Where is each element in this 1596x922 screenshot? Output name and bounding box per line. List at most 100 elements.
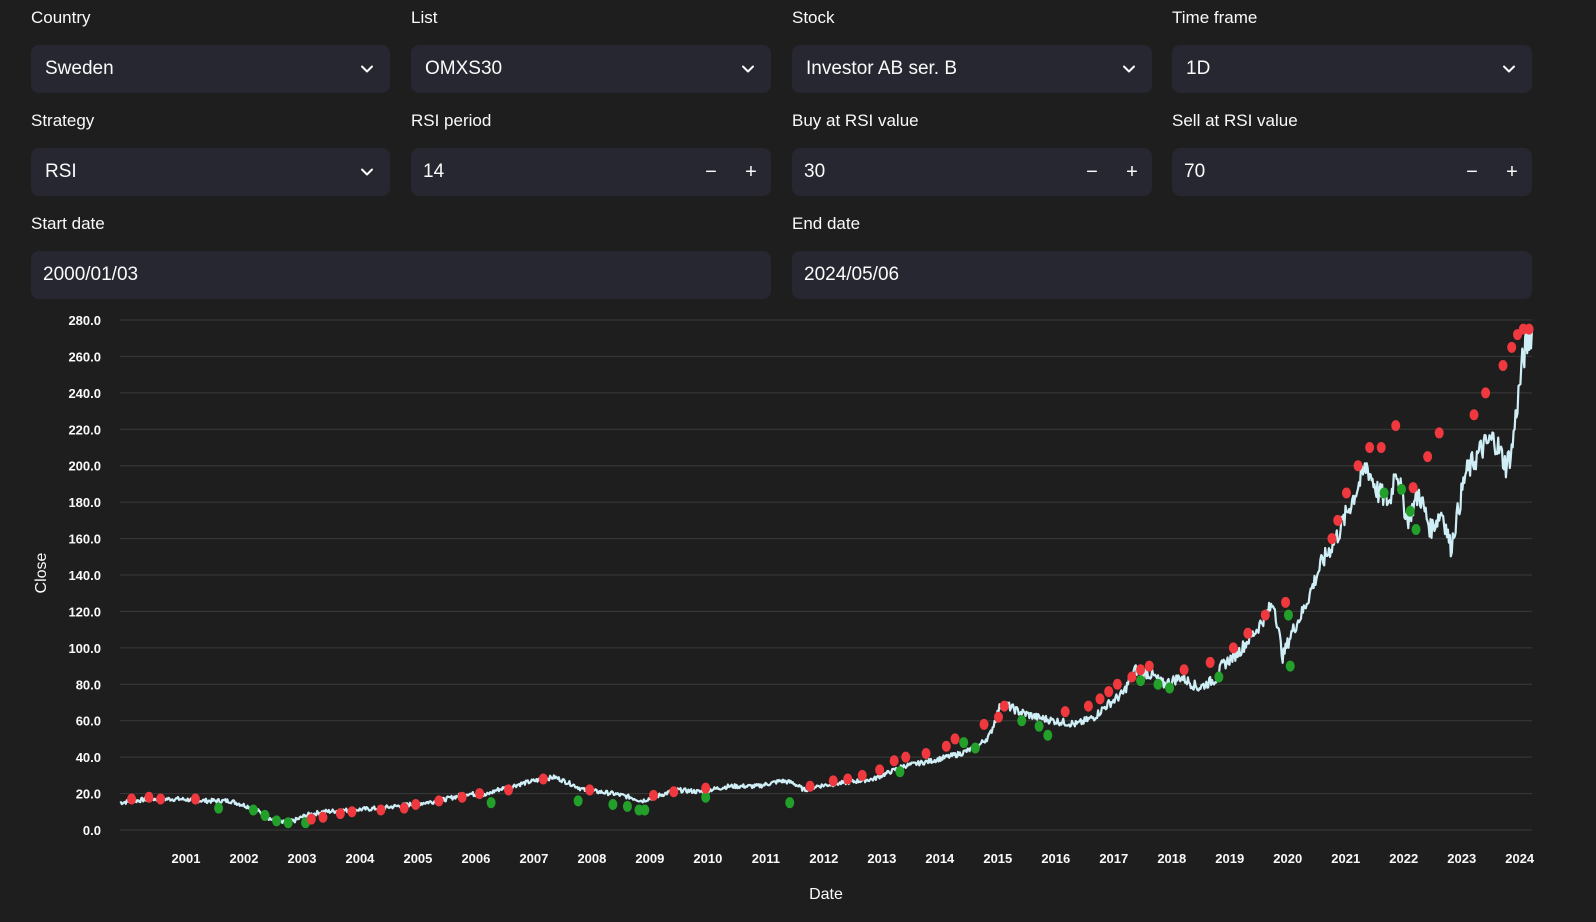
x-tick-label: 2024 [1505,851,1535,866]
sell-signal-marker [411,799,421,810]
buy-signal-marker [895,766,905,778]
buy-rsi-field: Buy at RSI value 30 − + [792,110,1152,196]
sell-signal-marker [994,711,1004,723]
x-tick-label: 2019 [1215,851,1244,866]
sell-signal-marker [1524,323,1534,335]
rsi-period-input[interactable]: 14 − + [411,148,771,196]
start-date-value[interactable]: 2000/01/03 [43,264,139,285]
sell-rsi-input[interactable]: 70 − + [1172,148,1532,196]
price-chart[interactable]: 0.0 20.0 40.0 60.0 80.0 100.0 120.0 140.0 160.0 1… [0,305,1596,922]
sell-signal-marker [538,773,548,785]
buy-signal-marker [622,800,632,812]
y-tick-label: 260.0 [68,349,101,364]
sell-signal-marker [127,793,137,805]
strategy-field: Strategy RSI [31,110,390,196]
start-date-input[interactable]: 2000/01/03 [31,251,771,299]
strategy-value: RSI [45,161,77,182]
sell-signal-marker [1144,660,1154,672]
sell-signal-marker [921,748,931,759]
timeframe-field: Time frame 1D [1172,7,1532,93]
rsi-period-label: RSI period [411,111,492,130]
buy-rsi-decrement-button[interactable]: − [1086,161,1098,183]
chevron-down-icon [361,168,373,176]
close-line [119,329,1534,824]
stock-value: Investor AB ser. B [806,58,958,79]
sell-signal-marker [1469,409,1479,421]
buy-signal-marker [1283,609,1293,621]
sell-rsi-field: Sell at RSI value 70 − + [1172,110,1532,196]
sell-signal-marker [1391,420,1401,432]
x-tick-label: 2009 [635,851,664,866]
rsi-period-increment-button[interactable]: + [745,161,757,183]
buy-signal-marker [1153,678,1163,690]
buy-signal-marker [1034,720,1044,732]
timeframe-select[interactable]: 1D [1172,45,1532,93]
buy-signal-marker [272,815,282,827]
x-tick-label: 2008 [577,851,606,866]
sell-signal-marker [1507,341,1517,353]
stock-select[interactable]: Investor AB ser. B [792,45,1152,93]
sell-signal-marker [1205,656,1215,668]
x-tick-label: 2021 [1331,851,1360,866]
sell-signal-marker [1423,451,1433,463]
buy-signal-marker [248,804,258,816]
rsi-period-decrement-button[interactable]: − [705,161,717,183]
buy-signal-marker [970,742,980,754]
sell-signal-marker [585,784,595,796]
end-date-input[interactable]: 2024/05/06 [792,251,1532,299]
x-tick-label: 2015 [983,851,1012,866]
list-label: List [411,8,438,27]
sell-rsi-value[interactable]: 70 [1184,161,1206,182]
buy-signal-marker [640,804,650,816]
chevron-down-icon [1123,65,1135,73]
buy-signal-marker [1285,660,1295,672]
buy-rsi-value[interactable]: 30 [804,161,826,182]
timeframe-value: 1D [1186,58,1211,79]
sell-signal-marker [1498,360,1508,372]
x-tick-label: 2014 [925,851,955,866]
sell-signal-marker [843,773,853,785]
sell-signal-marker [1353,460,1363,472]
sell-signal-marker [318,811,328,823]
sell-rsi-decrement-button[interactable]: − [1466,161,1478,183]
list-select[interactable]: OMXS30 [411,45,771,93]
sell-signal-marker [857,769,867,781]
end-date-label: End date [792,214,861,233]
buy-signal-marker [1017,715,1027,727]
x-axis-label: Date [809,886,843,903]
sell-signal-marker [1281,596,1291,608]
sell-signal-marker [648,789,658,801]
y-tick-label: 280.0 [68,313,101,328]
sell-signal-marker [457,791,467,803]
country-select[interactable]: Sweden [31,45,390,93]
x-tick-label: 2010 [693,851,722,866]
buy-signal-marker [1379,487,1389,499]
sell-signal-marker [434,795,444,807]
start-date-field: Start date 2000/01/03 [31,213,771,299]
buy-signal-marker [959,737,969,749]
x-tick-label: 2013 [867,851,896,866]
y-tick-label: 180.0 [68,495,101,510]
country-field: Country Sweden [31,7,390,93]
y-tick-label: 80.0 [76,677,101,692]
sell-signal-marker [1408,482,1418,494]
sell-signal-marker [1136,664,1146,676]
buy-signal-marker [785,797,795,809]
sell-signal-marker [950,733,960,745]
strategy-select[interactable]: RSI [31,148,390,196]
sell-signal-marker [1127,671,1137,683]
buy-rsi-increment-button[interactable]: + [1126,161,1138,183]
y-tick-label: 220.0 [68,422,101,437]
end-date-value[interactable]: 2024/05/06 [804,264,900,285]
buy-signal-marker [486,797,496,809]
y-tick-label: 20.0 [76,787,101,802]
rsi-period-value[interactable]: 14 [423,161,445,182]
sell-signal-marker [999,700,1009,712]
sell-signal-marker [1083,700,1093,712]
sell-signal-marker [156,793,166,805]
sell-signal-marker [504,784,514,796]
buy-rsi-input[interactable]: 30 − + [792,148,1152,196]
sell-signal-marker [805,780,815,792]
sell-signal-marker [335,808,345,820]
sell-rsi-increment-button[interactable]: + [1506,161,1518,183]
